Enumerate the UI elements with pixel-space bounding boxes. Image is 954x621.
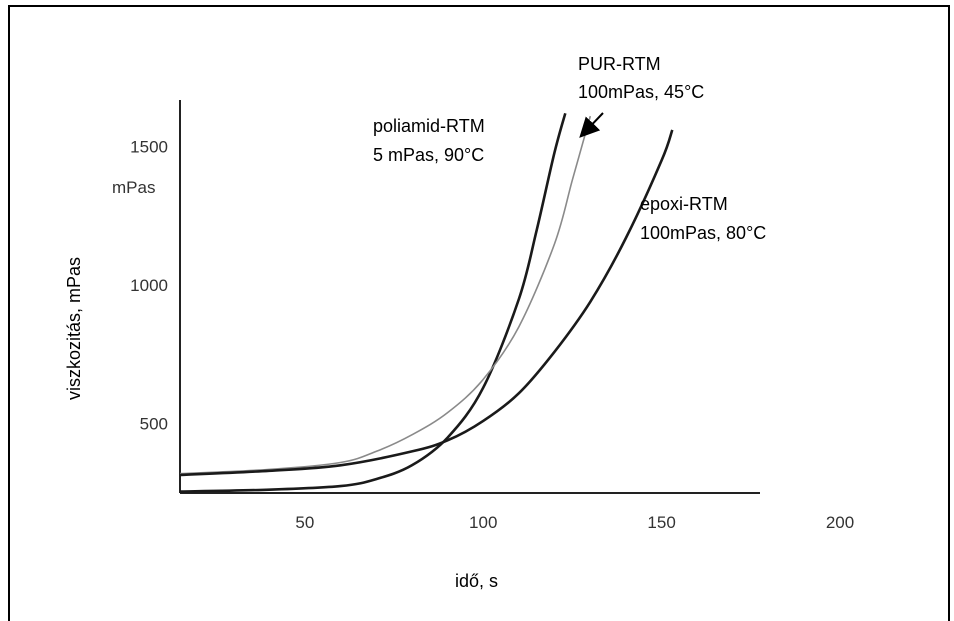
series-label-pur: PUR-RTM: [578, 54, 661, 74]
series-label-epoxi: epoxi-RTM: [640, 194, 728, 214]
figure-frame: [8, 5, 950, 621]
series-lines: [179, 112, 674, 493]
y-tick-label: 500: [140, 415, 168, 434]
series-annotation-poliamid: 5 mPas, 90°C: [373, 145, 484, 165]
x-axis-title: idő, s: [455, 571, 498, 591]
series-annotation-pur: 100mPas, 45°C: [578, 82, 704, 102]
y-tick-label: 1000: [130, 276, 168, 295]
poliamid-annotation-text: 5 mPas, 90°C: [373, 145, 484, 165]
y-tick-label: 1500: [130, 138, 168, 157]
series-line-pur-rtm: [179, 115, 592, 475]
x-tick-label: 100: [469, 513, 497, 532]
series-line-poliamid-rtm: [179, 112, 567, 493]
y-axis-title: viszkozitás, mPas: [64, 257, 84, 400]
x-tick-label: 200: [826, 513, 854, 532]
axis-ticks: 50 100 150 200 500 1000 1500: [130, 138, 854, 532]
series-label-poliamid: poliamid-RTM: [373, 116, 485, 136]
epoxi-annotation-text: 100mPas, 80°C: [640, 223, 766, 243]
series-line-epoxi-rtm: [179, 129, 674, 477]
series-annotation-epoxi: 100mPas, 80°C: [640, 223, 766, 243]
y-unit-label: mPas: [112, 178, 155, 197]
x-tick-label: 50: [295, 513, 314, 532]
pur-arrow: [579, 112, 604, 138]
pur-annotation-text: 100mPas, 45°C: [578, 82, 704, 102]
x-tick-label: 150: [647, 513, 675, 532]
